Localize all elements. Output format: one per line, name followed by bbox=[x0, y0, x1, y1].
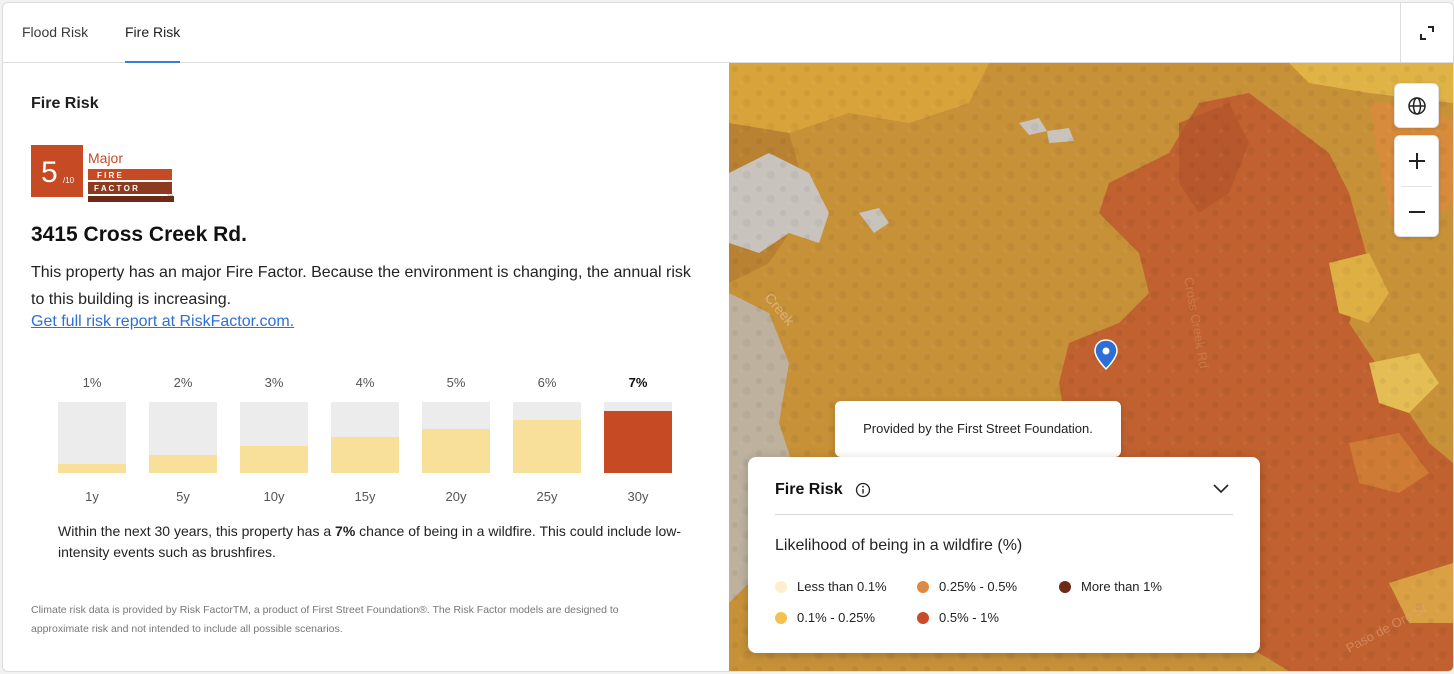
bar-category-label: 5y bbox=[176, 489, 190, 504]
data-footnote: Climate risk data is provided by Risk Fa… bbox=[31, 604, 619, 635]
bar-category-label: 20y bbox=[445, 489, 467, 504]
bar-track bbox=[513, 402, 581, 473]
full-report-link[interactable]: Get full risk report at RiskFactor.com. bbox=[31, 313, 295, 330]
badge-scale: /10 bbox=[63, 176, 75, 185]
legend-item-0-25-to-0-5: 0.25% - 0.5% bbox=[917, 579, 1017, 594]
bar-category-label: 15y bbox=[354, 489, 376, 504]
legend-item-0-5-to-1: 0.5% - 1% bbox=[917, 610, 999, 625]
tab-fire-risk[interactable]: Fire Risk bbox=[125, 3, 181, 63]
risk-description: This property has an major Fire Factor. … bbox=[31, 264, 691, 308]
plus-icon bbox=[1408, 153, 1425, 169]
legend-title: Fire Risk bbox=[775, 481, 843, 498]
bar-20y bbox=[422, 429, 490, 473]
bar-10y bbox=[240, 446, 308, 473]
bar-track bbox=[149, 402, 217, 473]
risk-details-panel: Fire Risk 5 /10 Major F I R E F A C T O … bbox=[3, 63, 729, 671]
tab-bar: Flood Risk Fire Risk bbox=[3, 3, 1453, 63]
legend-label: More than 1% bbox=[1081, 579, 1162, 594]
property-address: 3415 Cross Creek Rd. bbox=[31, 223, 247, 246]
bar-value-label: 3% bbox=[264, 375, 284, 390]
badge-brand-line1: F I R E bbox=[97, 171, 123, 180]
bar-value-label: 1% bbox=[82, 375, 102, 390]
bar-track bbox=[331, 402, 399, 473]
legend-swatch bbox=[917, 611, 929, 624]
bar-track bbox=[422, 402, 490, 473]
expand-button[interactable] bbox=[1400, 3, 1453, 62]
bar-value-label: 6% bbox=[537, 375, 557, 390]
legend-divider bbox=[775, 514, 1233, 515]
location-pin-icon[interactable] bbox=[1094, 339, 1118, 371]
bar-value-label: 4% bbox=[355, 375, 375, 390]
legend-label: 0.1% - 0.25% bbox=[797, 610, 876, 625]
zoom-out-button[interactable] bbox=[1395, 187, 1438, 237]
legend-swatch bbox=[917, 580, 929, 593]
summary-percent: 7% bbox=[335, 523, 356, 539]
bar-25y bbox=[513, 420, 581, 473]
fire-risk-map[interactable]: Creek Cross Creek Rd Paso de Oro St bbox=[729, 63, 1453, 671]
badge-brand-line2: F A C T O R bbox=[94, 184, 138, 193]
legend-subtitle: Likelihood of being in a wildfire (%) bbox=[775, 537, 1023, 554]
minus-icon bbox=[1408, 211, 1425, 213]
bar-30y bbox=[604, 411, 672, 473]
summary-text-post: chance of being in a wildfire. This coul… bbox=[58, 523, 682, 560]
badge-trademark: TM bbox=[167, 193, 173, 198]
bar-track bbox=[604, 402, 672, 473]
map-legend: Fire Risk Likelihood of being in a wildf… bbox=[748, 457, 1260, 653]
bar-category-label: 30y bbox=[627, 489, 649, 504]
bar-value-label: 7% bbox=[628, 375, 648, 390]
bar-1y bbox=[58, 464, 126, 473]
legend-swatch bbox=[775, 580, 787, 593]
legend-swatch bbox=[1059, 580, 1071, 593]
summary-text-pre: Within the next 30 years, this property … bbox=[58, 523, 336, 539]
risk-bar-chart: 1% 1y 2% 5y 3% 10y 4% 15y 5% 20y 6% 25y 7% 30y bbox=[3, 363, 729, 513]
zoom-divider bbox=[1401, 186, 1432, 187]
bar-track bbox=[240, 402, 308, 473]
bar-value-label: 2% bbox=[173, 375, 193, 390]
bar-category-label: 10y bbox=[263, 489, 285, 504]
chevron-down-icon[interactable] bbox=[1212, 482, 1230, 494]
bar-category-label: 1y bbox=[85, 489, 99, 504]
bar-category-label: 25y bbox=[536, 489, 558, 504]
legend-item-0-1-to-0-25: 0.1% - 0.25% bbox=[775, 610, 875, 625]
zoom-in-button[interactable] bbox=[1395, 136, 1438, 186]
panel-title: Fire Risk bbox=[31, 95, 99, 112]
info-icon[interactable] bbox=[855, 482, 871, 498]
bar-5y bbox=[149, 455, 217, 473]
fire-factor-badge: 5 /10 Major F I R E F A C T O R TM bbox=[31, 145, 177, 203]
map-layer-button[interactable] bbox=[1394, 83, 1439, 128]
expand-icon bbox=[1420, 25, 1434, 40]
bar-track bbox=[58, 402, 126, 473]
legend-item-more-than-1: More than 1% bbox=[1059, 579, 1162, 594]
zoom-controls bbox=[1394, 135, 1439, 237]
legend-label: Less than 0.1% bbox=[797, 579, 887, 594]
bar-value-label: 5% bbox=[446, 375, 466, 390]
badge-score: 5 bbox=[41, 156, 58, 189]
risk-summary: Within the next 30 years, this property … bbox=[58, 521, 688, 563]
globe-icon bbox=[1407, 96, 1426, 115]
legend-label: 0.5% - 1% bbox=[939, 610, 999, 625]
badge-level: Major bbox=[88, 150, 123, 166]
legend-label: 0.25% - 0.5% bbox=[939, 579, 1018, 594]
legend-swatch bbox=[775, 611, 787, 624]
data-source-tooltip: Provided by the First Street Foundation. bbox=[835, 401, 1121, 466]
tab-flood-risk[interactable]: Flood Risk bbox=[22, 24, 89, 40]
legend-item-less-than-0-1: Less than 0.1% bbox=[775, 579, 887, 594]
bar-15y bbox=[331, 437, 399, 473]
